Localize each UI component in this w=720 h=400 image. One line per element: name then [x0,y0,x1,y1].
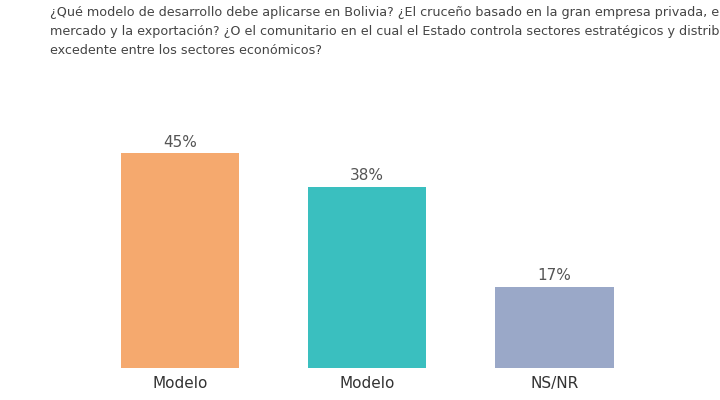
Bar [495,287,613,368]
Text: 38%: 38% [350,168,384,183]
Text: 45%: 45% [163,134,197,150]
Text: ¿Qué modelo de desarrollo debe aplicarse en Bolivia? ¿El cruceño basado en la gr: ¿Qué modelo de desarrollo debe aplicarse… [50,6,720,57]
Bar [308,187,426,368]
Bar [121,153,239,368]
Text: 17%: 17% [537,268,572,283]
